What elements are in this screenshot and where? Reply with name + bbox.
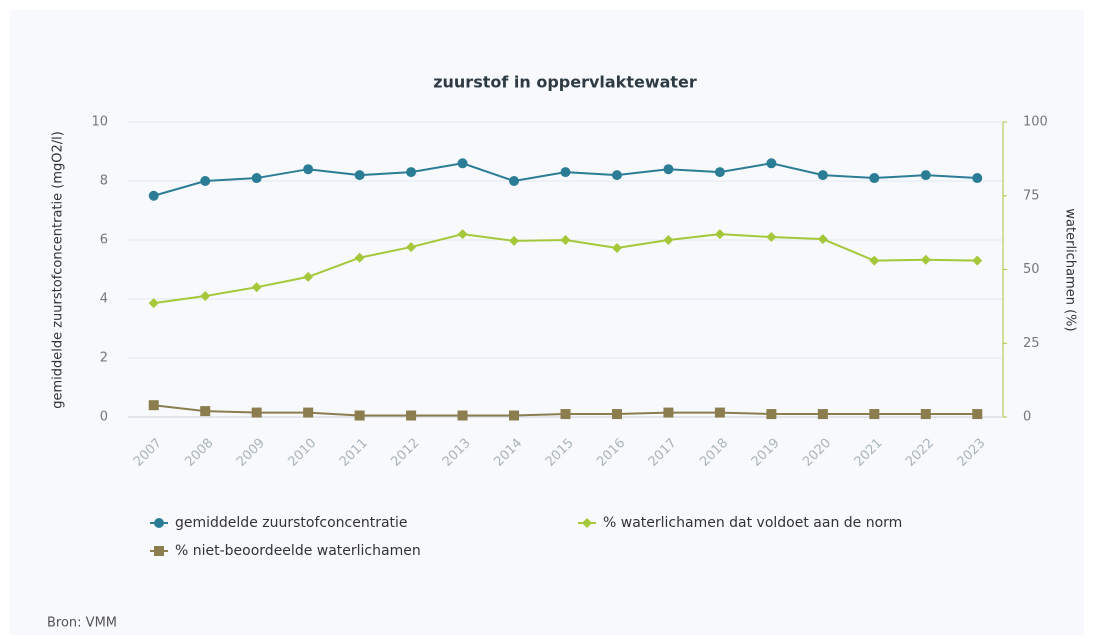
data-point — [972, 173, 983, 184]
data-point — [972, 409, 983, 420]
chart-panel — [10, 10, 1084, 635]
data-point — [714, 229, 725, 240]
data-point — [406, 410, 417, 421]
data-point — [766, 409, 777, 420]
data-point — [251, 173, 262, 184]
data-point — [560, 167, 571, 178]
data-point — [200, 291, 211, 302]
data-point — [303, 407, 314, 418]
data-point — [200, 176, 211, 186]
data-point — [817, 409, 828, 420]
data-point — [354, 170, 365, 181]
y2-tick-label: 75 — [1023, 188, 1040, 203]
legend-marker — [154, 546, 164, 556]
data-point — [972, 255, 983, 266]
chart-title: zuurstof in oppervlaktewater — [433, 73, 697, 92]
data-point — [457, 229, 468, 240]
data-point — [251, 407, 262, 418]
data-point — [354, 252, 365, 263]
data-point — [663, 235, 674, 245]
legend-label: gemiddelde zuurstofconcentratie — [175, 515, 408, 531]
legend-marker — [582, 518, 592, 528]
y-tick-label: 4 — [100, 292, 108, 307]
data-point — [457, 158, 468, 169]
data-point — [920, 254, 931, 265]
legend-label: % waterlichamen dat voldoet aan de norm — [603, 515, 902, 531]
legend-marker — [154, 518, 164, 528]
data-point — [200, 406, 211, 417]
data-point — [148, 190, 159, 201]
y2-tick-label: 100 — [1023, 115, 1048, 130]
data-point — [869, 255, 880, 266]
data-point — [920, 170, 931, 181]
data-point — [869, 173, 880, 184]
legend-label: % niet-beoordeelde waterlichamen — [175, 543, 421, 559]
y-tick-label: 2 — [100, 351, 108, 366]
data-point — [869, 409, 880, 420]
data-point — [509, 410, 520, 421]
data-point — [663, 407, 674, 418]
data-point — [457, 410, 468, 421]
data-point — [509, 235, 520, 246]
y2-axis-title: waterlichamen (%) — [1063, 208, 1078, 331]
y2-tick-label: 25 — [1023, 336, 1040, 351]
data-point — [406, 242, 417, 253]
data-point — [354, 410, 365, 421]
data-point — [303, 271, 314, 282]
data-point — [817, 170, 828, 181]
data-point — [611, 170, 622, 181]
data-point — [663, 164, 674, 175]
data-point — [560, 235, 571, 245]
data-point — [148, 298, 159, 309]
data-point — [148, 400, 159, 411]
y2-tick-label: 0 — [1023, 410, 1031, 425]
y-tick-label: 8 — [100, 174, 108, 189]
data-point — [611, 409, 622, 420]
data-point — [766, 158, 777, 169]
data-point — [817, 234, 828, 245]
data-point — [560, 409, 571, 420]
data-point — [714, 167, 725, 178]
y-tick-label: 0 — [100, 410, 108, 425]
data-point — [509, 176, 520, 186]
y-tick-label: 6 — [100, 233, 108, 248]
data-point — [611, 242, 622, 253]
y-axis-title: gemiddelde zuurstofconcentratie (mgO2/l) — [51, 131, 66, 409]
data-point — [406, 167, 417, 178]
data-point — [920, 409, 931, 420]
source: Bron: VMM — [47, 616, 117, 631]
data-point — [251, 282, 262, 293]
y2-tick-label: 50 — [1023, 262, 1040, 277]
y-tick-label: 10 — [91, 115, 108, 130]
data-point — [766, 232, 777, 243]
data-point — [303, 164, 314, 175]
data-point — [714, 407, 725, 418]
